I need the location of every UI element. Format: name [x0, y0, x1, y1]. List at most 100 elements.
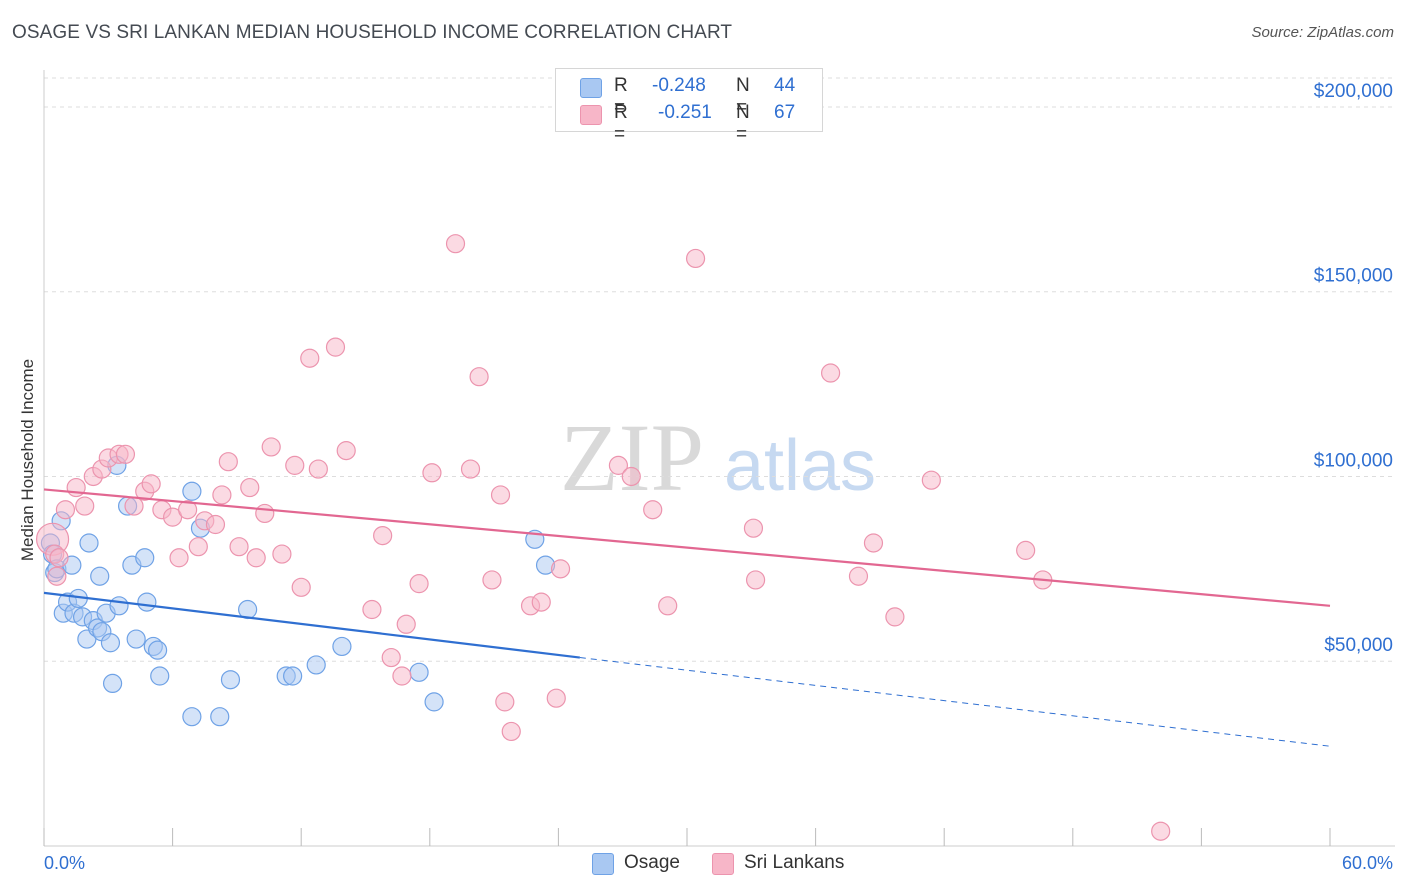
data-point	[90, 566, 110, 586]
data-point	[325, 337, 346, 357]
data-points	[35, 234, 1171, 841]
data-point	[396, 614, 416, 634]
x-tick-label-min: 0.0%	[44, 853, 85, 873]
n-value: 67	[774, 102, 796, 123]
osage-swatch	[592, 853, 614, 875]
data-point	[336, 441, 356, 461]
legend-label: Osage	[624, 852, 680, 873]
x-tick-label-max: 60.0%	[1342, 853, 1393, 873]
data-point	[137, 592, 157, 612]
data-point	[885, 607, 905, 627]
series-sri-lankans	[35, 234, 1171, 841]
data-point	[501, 721, 521, 742]
data-point	[291, 577, 311, 597]
data-point	[550, 559, 571, 579]
y-tick-label: $50,000	[1324, 635, 1393, 656]
r-value: -0.248	[652, 75, 706, 96]
data-point	[188, 537, 208, 557]
r-label: R =	[614, 102, 628, 145]
x-tick-labels: 0.0% 60.0%	[44, 853, 1393, 873]
data-point	[422, 463, 442, 483]
data-point	[210, 707, 230, 727]
data-point	[848, 566, 869, 586]
data-point	[283, 666, 303, 686]
data-point	[1151, 821, 1171, 841]
data-point	[821, 363, 841, 383]
data-point	[306, 655, 326, 675]
data-point	[332, 636, 352, 657]
data-point	[482, 570, 502, 590]
data-point	[55, 500, 76, 520]
data-point	[1016, 540, 1036, 560]
r-label: R =	[614, 75, 628, 118]
data-point	[261, 437, 281, 457]
data-point	[147, 640, 168, 660]
y-tick-label: $200,000	[1314, 81, 1393, 102]
data-point	[135, 548, 155, 568]
data-point	[424, 692, 444, 712]
data-point	[141, 474, 161, 494]
correlation-legend: R = -0.248 N = 44 R = -0.251 N = 67	[555, 68, 823, 145]
data-point	[285, 455, 305, 475]
data-point	[102, 673, 123, 694]
data-point	[126, 629, 146, 649]
data-point	[490, 485, 511, 505]
data-point	[531, 592, 551, 612]
data-point	[409, 662, 429, 682]
data-point	[220, 670, 241, 690]
data-point	[246, 548, 266, 568]
data-point	[182, 707, 202, 727]
data-point	[49, 548, 69, 568]
data-point	[205, 514, 226, 535]
data-point	[409, 574, 429, 594]
data-point	[229, 537, 249, 557]
gridlines	[44, 77, 1395, 662]
data-point	[495, 692, 515, 712]
data-point	[745, 570, 766, 590]
data-point	[169, 548, 189, 568]
trend-lines	[43, 488, 1331, 747]
n-label: N =	[736, 75, 750, 118]
data-point	[115, 444, 136, 464]
sri-lankans-swatch	[712, 853, 734, 875]
data-point	[240, 477, 260, 498]
data-point	[100, 633, 121, 653]
data-point	[373, 525, 393, 546]
source-label: Source: ZipAtlas.com	[1251, 24, 1394, 41]
data-point	[75, 496, 95, 516]
trend-line-sri-lankans	[43, 488, 1331, 607]
data-point	[300, 348, 320, 368]
data-point	[79, 533, 99, 553]
data-point	[608, 455, 629, 475]
data-point	[685, 248, 706, 269]
data-point	[362, 599, 382, 620]
data-point	[150, 666, 170, 686]
data-point	[469, 367, 489, 387]
data-point	[218, 452, 238, 472]
r-value: -0.251	[658, 102, 712, 123]
watermark-atlas: atlas	[724, 426, 876, 506]
data-point	[178, 500, 198, 520]
data-point	[47, 566, 67, 586]
data-point	[643, 500, 663, 520]
osage-swatch	[580, 78, 602, 98]
data-point	[182, 481, 202, 501]
data-point	[546, 688, 566, 708]
trend-line-extension	[579, 657, 1331, 747]
data-point	[621, 466, 641, 487]
axes	[43, 70, 1395, 847]
data-point	[445, 234, 466, 254]
data-point	[381, 647, 401, 668]
data-point	[863, 533, 884, 553]
data-point	[272, 544, 292, 564]
data-point	[392, 666, 412, 686]
y-axis-label: Median Household Income	[18, 358, 37, 562]
y-tick-label: $150,000	[1314, 266, 1393, 287]
n-value: 44	[774, 75, 796, 96]
data-point	[255, 503, 275, 524]
y-tick-label: $100,000	[1314, 450, 1393, 471]
y-tick-labels: $50,000 $100,000 $150,000 $200,000	[1314, 81, 1393, 656]
n-label: N =	[736, 102, 750, 145]
data-point	[743, 518, 764, 538]
